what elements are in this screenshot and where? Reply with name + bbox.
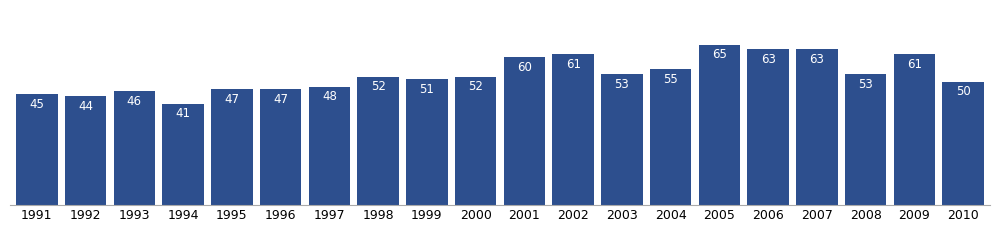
Bar [650, 69, 691, 205]
Bar [942, 82, 984, 205]
Bar [309, 86, 350, 205]
Bar [845, 74, 886, 205]
Bar [260, 89, 301, 205]
Bar [699, 44, 740, 205]
Text: 47: 47 [224, 93, 239, 106]
Bar [162, 104, 204, 205]
Bar [65, 96, 106, 205]
Text: 61: 61 [907, 58, 922, 71]
Text: 47: 47 [273, 93, 288, 106]
Bar [552, 54, 594, 205]
Text: 61: 61 [566, 58, 581, 71]
Bar [16, 94, 58, 205]
Text: 50: 50 [956, 85, 971, 98]
Bar [357, 76, 399, 205]
Text: 63: 63 [761, 53, 776, 66]
Bar [455, 76, 496, 205]
Text: 53: 53 [615, 78, 629, 91]
Text: 60: 60 [517, 60, 532, 74]
Text: 48: 48 [322, 90, 337, 103]
Bar [211, 89, 253, 205]
Text: 52: 52 [371, 80, 386, 93]
Text: 45: 45 [29, 98, 44, 110]
Text: 41: 41 [176, 108, 191, 120]
Text: 51: 51 [419, 83, 434, 96]
Bar [504, 57, 545, 205]
Bar [796, 50, 838, 205]
Bar [747, 50, 789, 205]
Bar [114, 92, 155, 205]
Bar [894, 54, 935, 205]
Text: 44: 44 [78, 100, 93, 113]
Text: 65: 65 [712, 48, 727, 61]
Text: 53: 53 [858, 78, 873, 91]
Bar [601, 74, 643, 205]
Text: 46: 46 [127, 95, 142, 108]
Text: 52: 52 [468, 80, 483, 93]
Text: 55: 55 [663, 73, 678, 86]
Bar [406, 79, 448, 205]
Text: 63: 63 [809, 53, 824, 66]
